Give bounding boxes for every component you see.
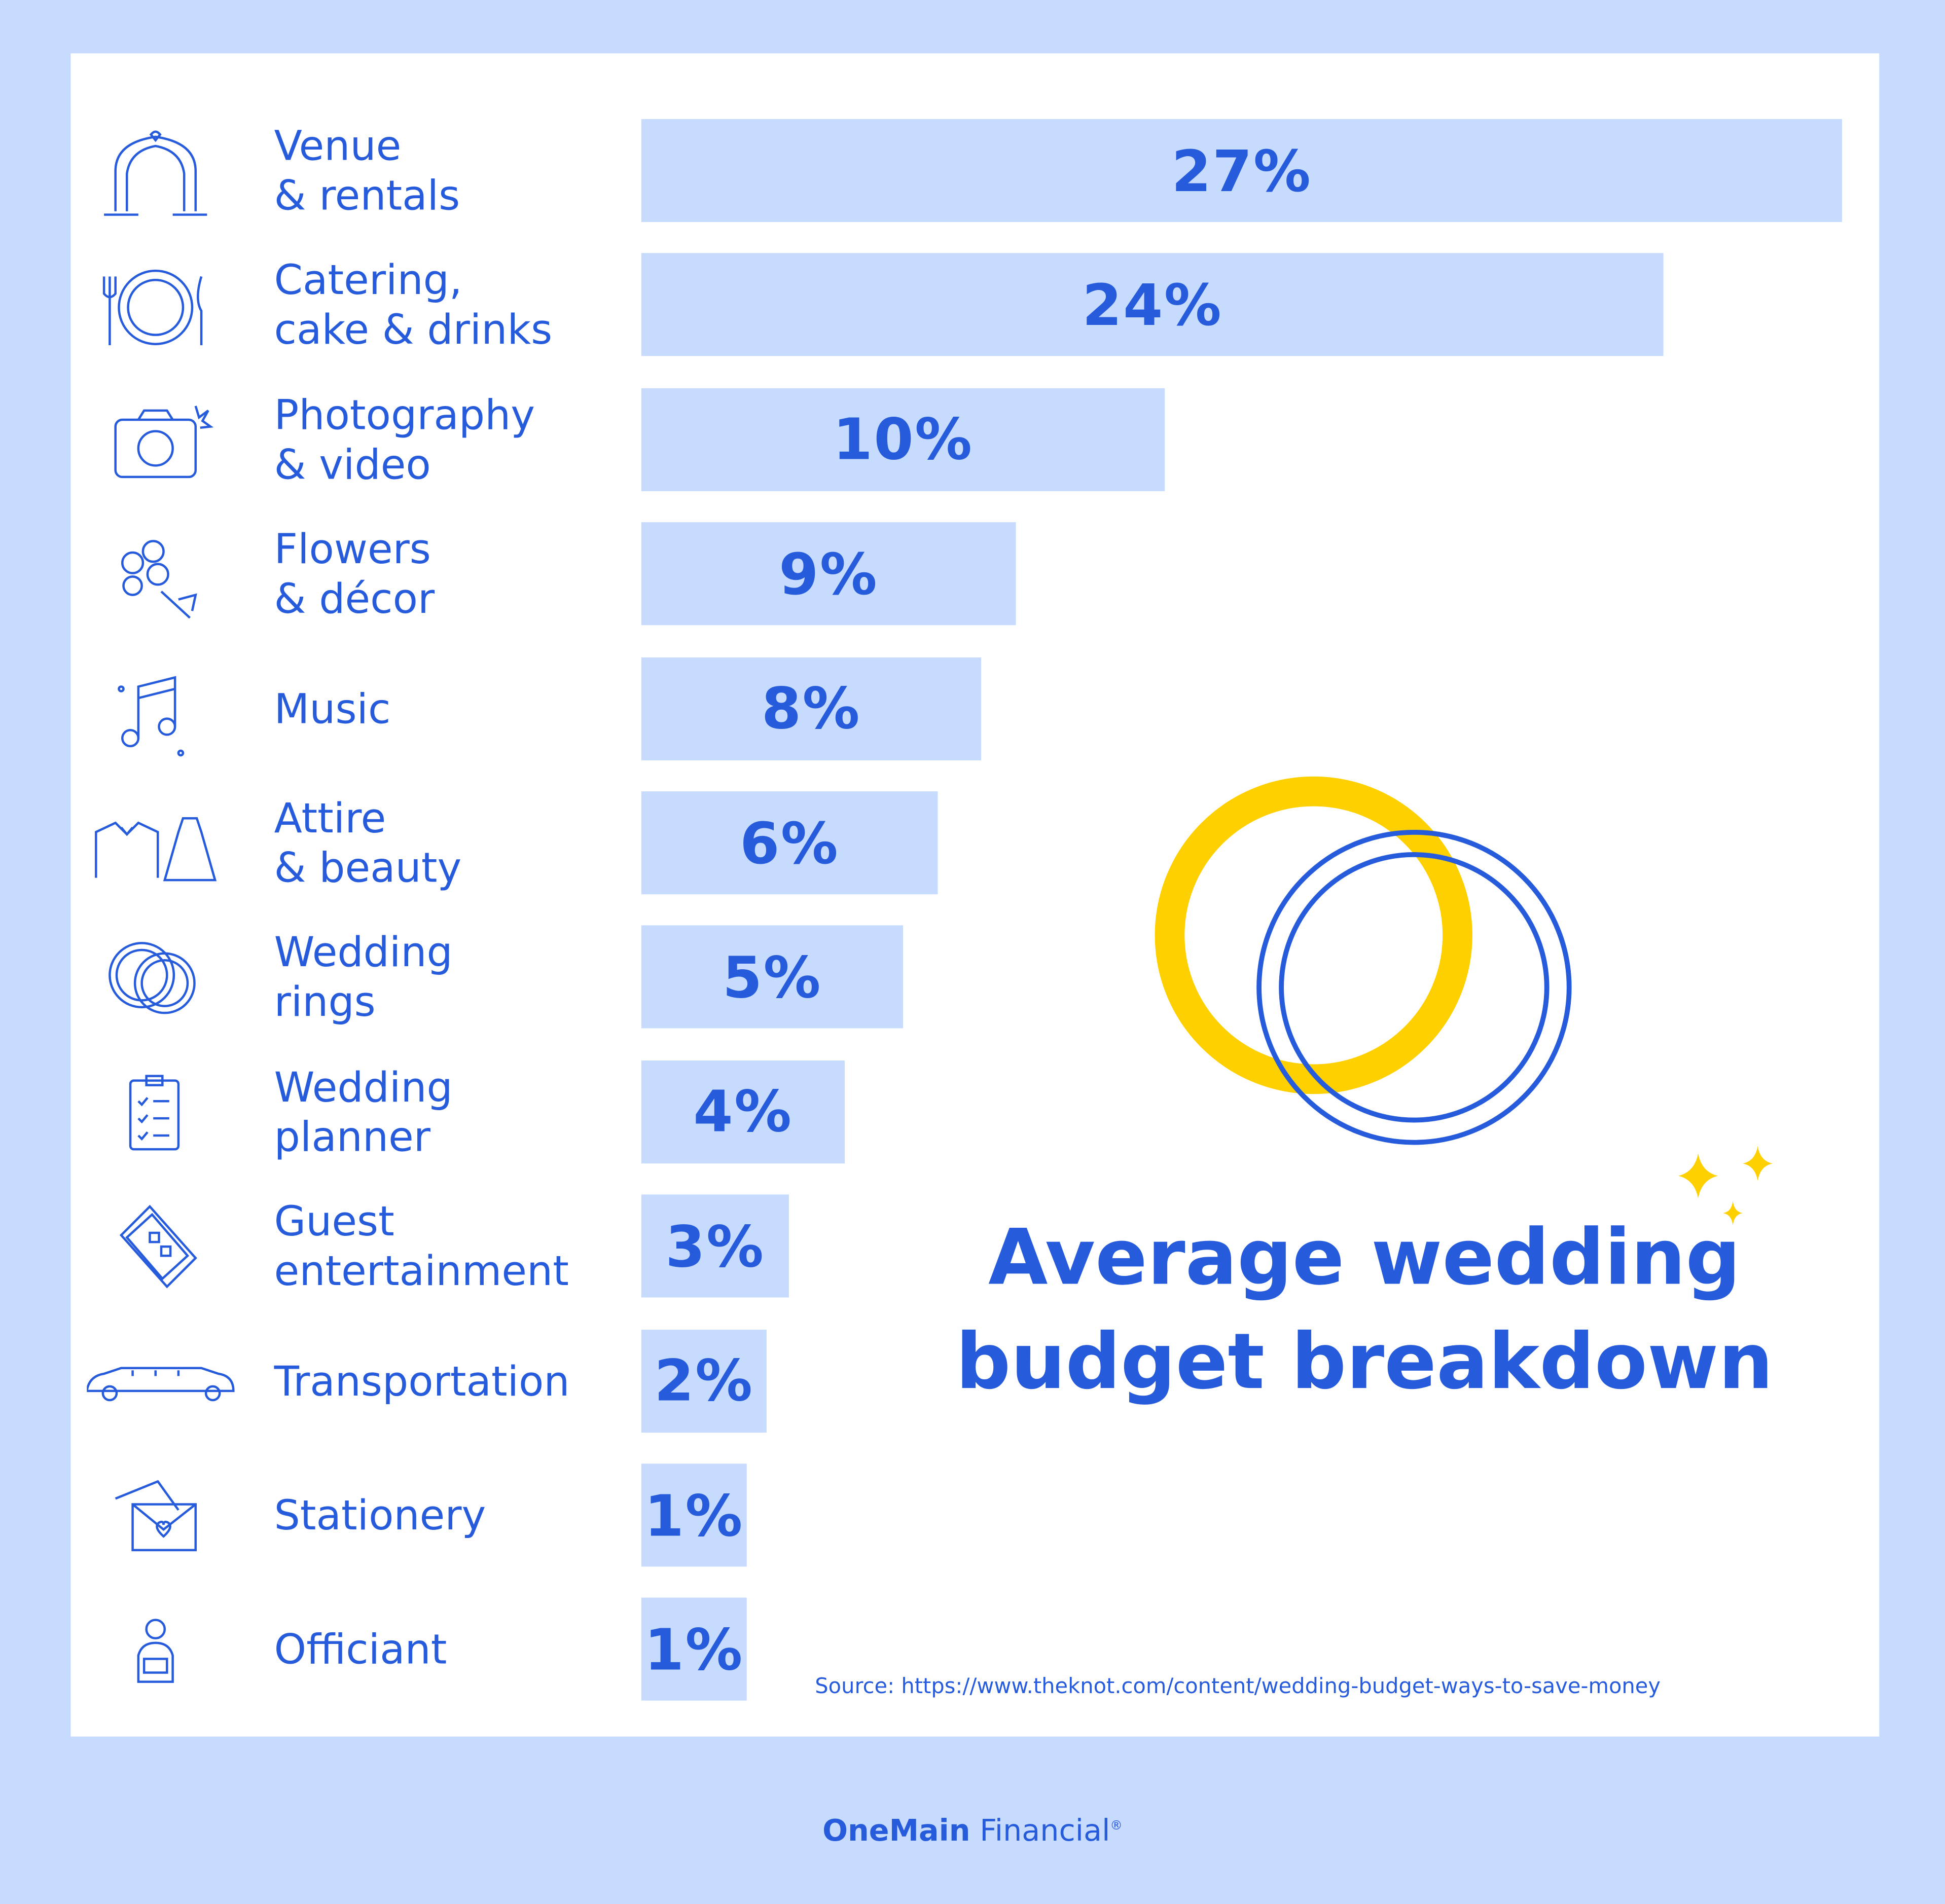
category-label: Guest entertainment <box>274 1197 569 1296</box>
category-label: Wedding rings <box>274 928 453 1027</box>
value-label: 2% <box>654 1347 754 1414</box>
chart-title: Average wedding budget breakdown <box>955 1212 1774 1407</box>
bar-row: Transportation 2% <box>0 1329 1945 1434</box>
camera-icon <box>114 405 214 478</box>
category-label: Officiant <box>274 1625 447 1674</box>
value-label: 9% <box>779 540 879 608</box>
value-label: 5% <box>722 943 822 1011</box>
bar-row: Photography & video 10% <box>0 388 1945 492</box>
bar: 1% <box>641 1598 747 1701</box>
value-label: 4% <box>693 1078 793 1146</box>
bar-row: Flowers & décor 9% <box>0 522 1945 627</box>
value-label: 27% <box>1171 137 1312 204</box>
logo-bold: OneMain <box>822 1813 970 1848</box>
bar: 3% <box>641 1194 789 1298</box>
category-label: Venue & rentals <box>274 121 460 220</box>
value-label: 6% <box>740 809 840 876</box>
bar-row: Venue & rentals 27% <box>0 119 1945 224</box>
bar-row: Attire & beauty 6% <box>0 791 1945 896</box>
rings-icon <box>109 942 196 1015</box>
arch-icon <box>104 130 207 216</box>
value-label: 8% <box>761 675 861 742</box>
bar: 27% <box>641 119 1842 222</box>
logo-regular: Financial <box>980 1813 1110 1848</box>
value-label: 3% <box>665 1213 765 1280</box>
category-label: Catering, cake & drinks <box>274 256 553 354</box>
bar-row: Guest entertainment 3% <box>0 1194 1945 1299</box>
tux-dress-icon <box>95 817 217 882</box>
category-label: Transportation <box>274 1356 570 1405</box>
limo-icon <box>87 1366 235 1401</box>
envelope-icon <box>115 1480 197 1552</box>
sparkle-icon <box>1678 1146 1773 1226</box>
music-note-icon <box>118 675 185 756</box>
category-label: Photography & video <box>274 390 535 489</box>
bar: 24% <box>641 253 1664 357</box>
category-label: Attire & beauty <box>274 794 462 892</box>
onemain-logo: OneMain Financial® <box>0 1813 1945 1848</box>
bar: 2% <box>641 1329 767 1433</box>
source-link[interactable]: Source: https://www.theknot.com/content/… <box>815 1674 1661 1700</box>
officiant-icon <box>137 1619 174 1683</box>
bar-row: Wedding rings 5% <box>0 926 1945 1030</box>
value-label: 10% <box>833 406 974 473</box>
bar-row: Stationery 1% <box>0 1463 1945 1568</box>
tickets-icon <box>119 1205 197 1289</box>
bouquet-icon <box>121 540 197 619</box>
bar-row: Catering, cake & drinks 24% <box>0 253 1945 358</box>
bar-row: Officiant 1% <box>0 1598 1945 1703</box>
rings-illustration <box>1155 776 1572 1145</box>
bar: 6% <box>641 791 938 895</box>
bar: 4% <box>641 1060 845 1163</box>
logo-mark: ® <box>1110 1819 1123 1834</box>
plate-cutlery-icon <box>102 270 203 346</box>
category-label: Stationery <box>274 1491 486 1540</box>
bar: 1% <box>641 1463 747 1567</box>
bar-row: Music 8% <box>0 656 1945 761</box>
value-label: 1% <box>644 1616 744 1683</box>
category-label: Music <box>274 684 391 733</box>
bar: 8% <box>641 656 982 760</box>
bar-row: Wedding planner 4% <box>0 1060 1945 1165</box>
category-label: Wedding planner <box>274 1063 453 1161</box>
category-label: Flowers & décor <box>274 525 435 623</box>
bar: 9% <box>641 522 1016 626</box>
value-label: 24% <box>1082 271 1223 339</box>
value-label: 1% <box>644 1481 744 1549</box>
clipboard-icon <box>129 1074 180 1150</box>
bar: 10% <box>641 388 1165 491</box>
bar: 5% <box>641 926 903 1029</box>
